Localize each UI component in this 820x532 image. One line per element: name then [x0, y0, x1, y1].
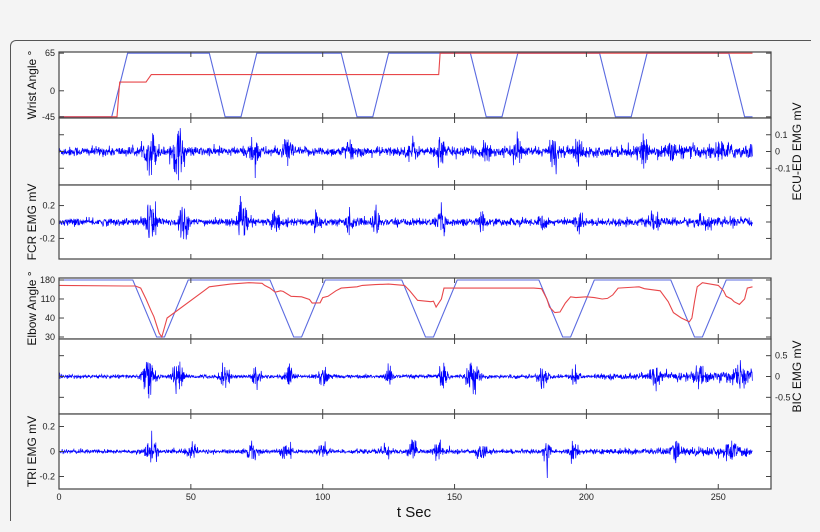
wrist-actual-line: [59, 52, 753, 118]
wrist-ytick-label: 0: [50, 86, 55, 96]
elbow-actual-line: [59, 282, 753, 339]
x-axis-title: t Sec: [397, 504, 432, 521]
tri-ylabel: TRI EMG mV: [25, 416, 39, 487]
elbow-ytick-label: 180: [40, 275, 55, 285]
xtick-label: 100: [315, 492, 330, 502]
panel-bic: -0.5 0 0.5 BIC EMG mV: [58, 338, 804, 415]
fcr-ytick-label: 0.2: [42, 201, 55, 211]
fcr-emg-trace: [59, 196, 753, 240]
figure-frame: [10, 40, 811, 521]
plot-area: [59, 52, 771, 118]
panel-ecu-ed: -0.1 0 0.1 ECU-ED EMG mV: [58, 102, 804, 201]
plot-area: [59, 278, 771, 339]
tri-emg-trace: [59, 430, 753, 479]
elbow-ytick-label: 110: [41, 294, 55, 304]
ecu-ed-ytick-label: 0: [775, 147, 780, 157]
bic-ytick-label: 0: [775, 372, 780, 382]
bic-ytick-label: 0.5: [775, 351, 788, 361]
xtick-label: 50: [186, 492, 196, 502]
ecu-ed-ytick-label: 0.1: [775, 130, 788, 140]
xtick-label: 200: [579, 492, 594, 502]
ecu-ed-ylabel: ECU-ED EMG mV: [790, 102, 804, 200]
fcr-ytick-label: 0: [50, 217, 55, 227]
elbow-ytick-label: 40: [45, 313, 55, 323]
xtick-label: 0: [56, 492, 61, 502]
ecu-ed-emg-trace: [59, 128, 753, 181]
tri-ytick-label: -0.2: [39, 472, 55, 482]
elbow-ytick-label: 30: [45, 332, 55, 342]
bic-ylabel: BIC EMG mV: [790, 340, 804, 412]
bic-emg-trace: [59, 360, 753, 399]
elbow-target-line: [59, 279, 753, 338]
tri-ytick-label: 0.2: [42, 422, 55, 432]
wrist-ylabel: Wrist Angle °: [25, 51, 39, 120]
fcr-ytick-label: -0.2: [39, 233, 55, 243]
xtick-label: 150: [447, 492, 462, 502]
xtick-label: 250: [711, 492, 726, 502]
wrist-target-line: [59, 52, 753, 118]
bic-ytick-label: -0.5: [775, 392, 791, 402]
ecu-ed-ytick-label: -0.1: [775, 163, 791, 173]
elbow-ylabel: Elbow Angle °: [25, 271, 39, 345]
wrist-ytick-label: -45: [42, 112, 55, 122]
wrist-ytick-label: 65: [45, 48, 55, 58]
tri-ytick-label: 0: [50, 447, 55, 457]
panel-wrist: -45 0 65 Wrist Angle °: [25, 48, 772, 122]
fcr-ylabel: FCR EMG mV: [25, 184, 39, 261]
